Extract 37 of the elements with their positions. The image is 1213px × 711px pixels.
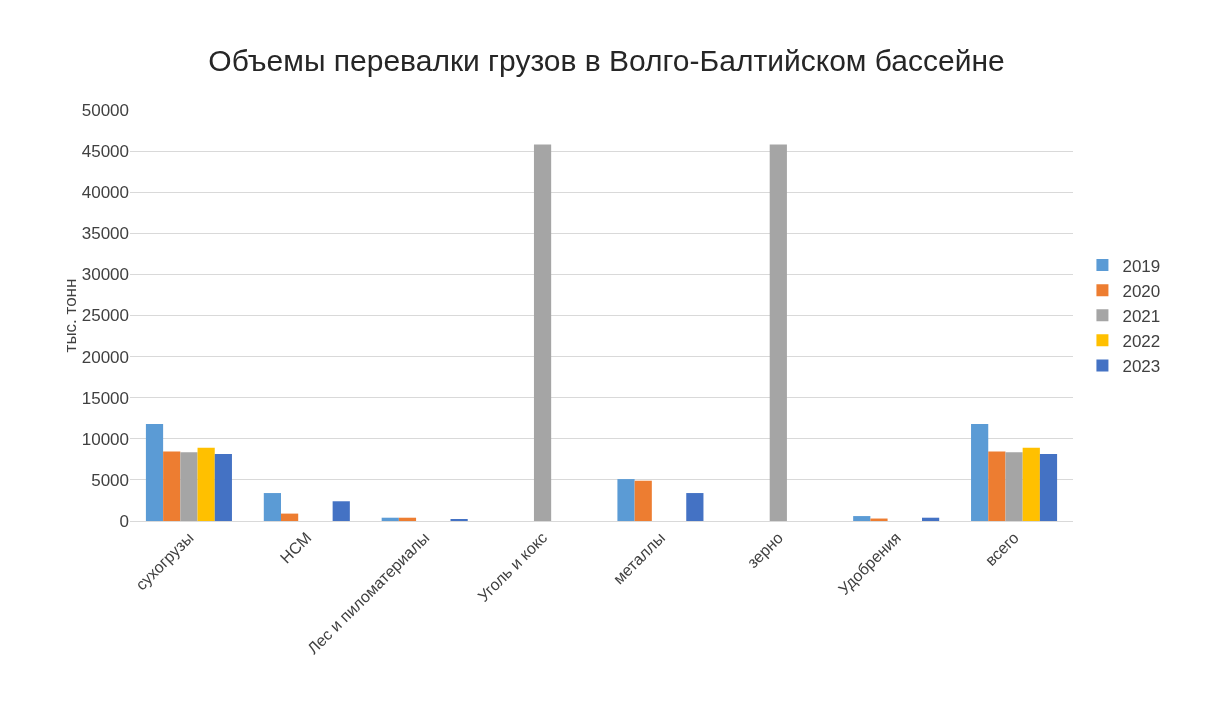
bar (163, 451, 181, 521)
bar (214, 454, 232, 521)
chart-title: Объемы перевалки грузов в Волго-Балтийском бассейне (208, 43, 1005, 77)
bar (634, 480, 652, 521)
legend-label: 2019 (1122, 256, 1161, 276)
y-tick-label: 20000 (81, 347, 129, 367)
y-tick-label: 25000 (81, 306, 129, 326)
legend-label: 2021 (1122, 306, 1161, 326)
y-tick-label: 40000 (81, 183, 129, 203)
legend-label: 2023 (1122, 357, 1161, 377)
bar (145, 424, 164, 521)
y-tick-label: 50000 (81, 100, 129, 120)
legend-label: 2022 (1122, 331, 1161, 351)
y-tick-label: 35000 (81, 224, 129, 244)
bar (988, 451, 1006, 521)
bar (1005, 452, 1023, 521)
y-tick-label: 30000 (81, 265, 129, 285)
y-tick-label: 0 (119, 511, 129, 531)
y-axis-title: тыс. тонн (60, 278, 80, 353)
bar (180, 452, 198, 521)
bar (1022, 447, 1040, 521)
bar (263, 493, 281, 521)
bar (1039, 454, 1058, 521)
bar (197, 447, 215, 521)
y-tick-label: 15000 (81, 388, 129, 408)
y-tick-label: 5000 (91, 470, 129, 490)
y-tick-label: 10000 (81, 429, 129, 449)
bar (686, 493, 704, 521)
bar (971, 424, 989, 521)
bar (853, 516, 871, 521)
bar (769, 144, 787, 521)
bar (533, 144, 552, 521)
y-tick-label: 45000 (81, 142, 129, 162)
bar (617, 479, 635, 521)
legend-label: 2020 (1122, 281, 1161, 301)
bar (281, 513, 299, 521)
bar (332, 501, 350, 521)
